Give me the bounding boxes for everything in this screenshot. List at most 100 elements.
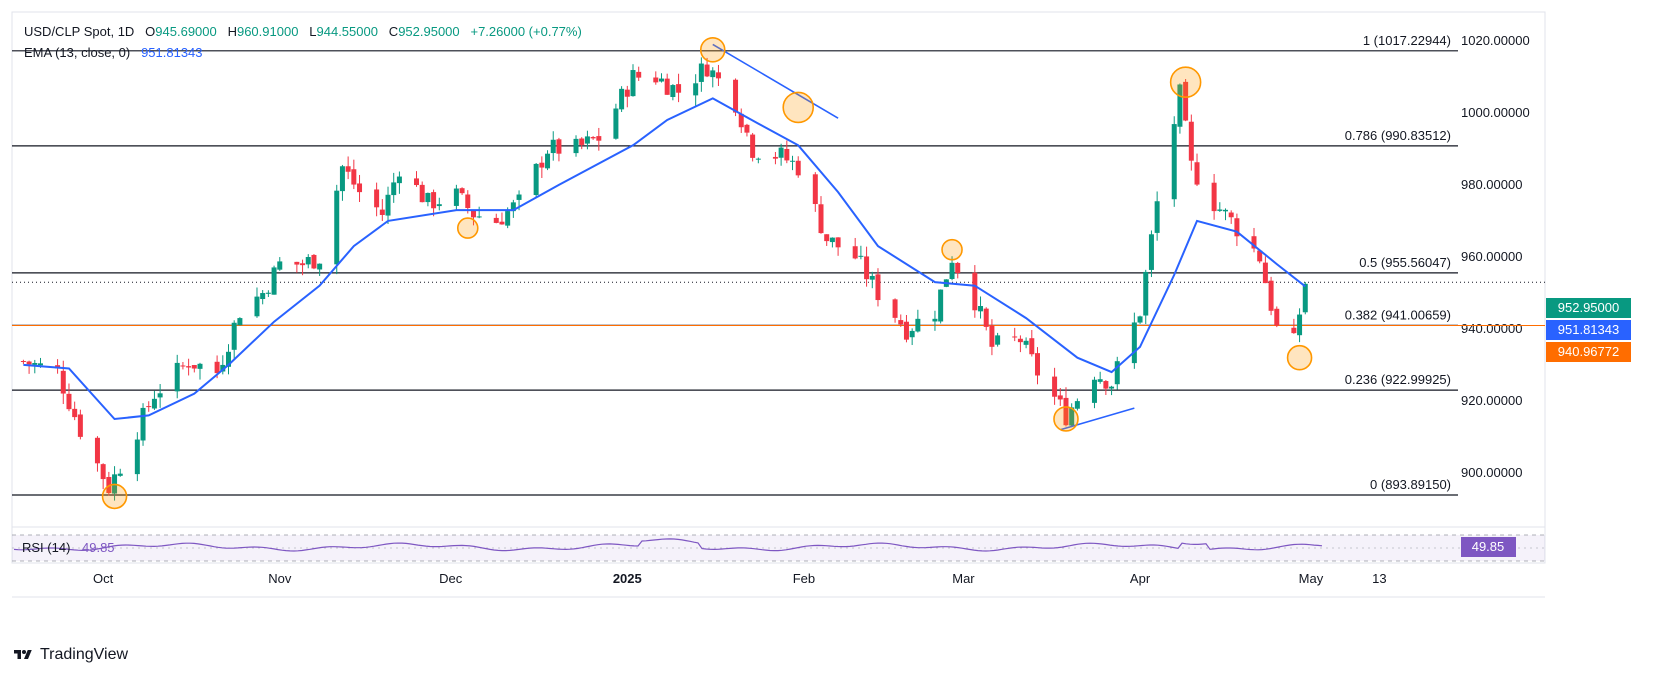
symbol-title[interactable]: USD/CLP Spot, 1D [24,24,135,39]
candle-body [499,221,505,225]
candle-body [186,366,192,368]
candle-body [892,299,898,318]
candle-body [1297,314,1303,336]
candle-body [277,261,283,270]
candle-body [134,439,140,475]
candle-body [613,108,619,139]
candle-body [1194,162,1200,185]
candle-body [60,370,66,394]
ema-line [23,97,1306,421]
candle-body [972,272,978,311]
candle-body [26,361,32,365]
candle-body [1171,124,1177,200]
rsi-value-tag: 49.85 [1472,539,1505,554]
candle-body [180,365,186,367]
candle-body [693,83,699,96]
close-label: C [388,24,399,39]
candle-body [465,194,471,209]
candle-body [1217,209,1223,211]
y-tick-label: 900.00000 [1461,465,1522,480]
x-tick-label: 2025 [613,571,642,586]
y-tick-label: 940.00000 [1461,321,1522,336]
candle-body [1302,283,1308,313]
swing-point-circle [782,91,815,124]
trendline [712,43,839,119]
candle-body [584,136,590,144]
candle-body [1257,250,1263,262]
candle-body [431,192,437,209]
candle-body [265,292,271,294]
rsi-label: RSI (14) [22,540,70,555]
candle-body [1262,262,1268,284]
candle-body [556,139,562,154]
candle-body [898,320,904,325]
candle-body [94,437,100,464]
candle-body [1097,379,1103,382]
tradingview-logo-icon [14,650,32,659]
candle-body [938,289,944,322]
fib-level-label: 1 (1017.22944) [1363,33,1451,48]
candle-body [72,408,78,418]
candle-body [419,184,425,203]
candle-body [795,160,801,176]
candle-body [77,414,83,437]
candle-body [550,139,556,154]
candle-body [1274,308,1280,326]
ema-price-tag: 951.81343 [1546,320,1631,340]
candle-body [790,160,796,162]
tradingview-brand[interactable]: TradingView [12,646,128,664]
candle-body [1154,201,1160,233]
candle-body [140,407,146,441]
ema-label: EMA (13, close, 0) [24,45,131,60]
candle-body [818,204,824,234]
y-tick-label: 1020.00000 [1461,33,1530,48]
candle-body [225,351,231,367]
candle-body [305,257,311,265]
candle-body [1137,316,1143,323]
y-tick-label: 960.00000 [1461,249,1522,264]
candle-body [32,363,38,365]
candle-body [715,72,721,79]
candle-body [1057,395,1063,400]
candle-body [214,361,220,374]
candle-body [624,89,630,97]
candle-body [191,365,197,369]
fib-level-label: 0.236 (922.99925) [1345,372,1451,387]
candle-body [932,318,938,322]
swing-point-circle [1169,66,1202,99]
candle-body [1228,212,1234,218]
candle-body [704,64,710,77]
candle-body [1251,236,1257,249]
candle-body [100,464,106,480]
swing-point-circle [1053,406,1079,432]
change-value: +7.26000 (+0.77%) [470,24,582,39]
candle-body [357,183,363,193]
candle-body [596,136,602,141]
candle-body [1103,381,1109,389]
candle-body [493,217,499,223]
candle-body [117,473,123,476]
swing-point-circle [941,238,963,261]
high-label: H [227,24,237,39]
candle-body [294,261,300,265]
candle-body [1012,336,1018,338]
swing-point-circle [1286,344,1313,371]
low-label: L [309,24,317,39]
hline-price-tag: 940.96772 [1546,342,1631,362]
rsi-line [13,538,1323,552]
ema-legend[interactable]: EMA (13, close, 0) 951.81343 [24,45,203,60]
candle-body [573,138,579,154]
candle-body [453,188,459,206]
candle-body [476,216,482,218]
candle-body [778,147,784,158]
candle-body [385,194,391,216]
candle-body [590,137,596,139]
candle-body [755,158,761,160]
candle-body [545,153,551,169]
candle-body [1034,353,1040,376]
candle-body [425,192,431,203]
candle-body [1148,234,1154,270]
candle-body [909,330,915,338]
candle-body [903,321,909,340]
